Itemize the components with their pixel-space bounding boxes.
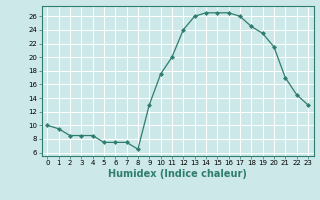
X-axis label: Humidex (Indice chaleur): Humidex (Indice chaleur) bbox=[108, 169, 247, 179]
